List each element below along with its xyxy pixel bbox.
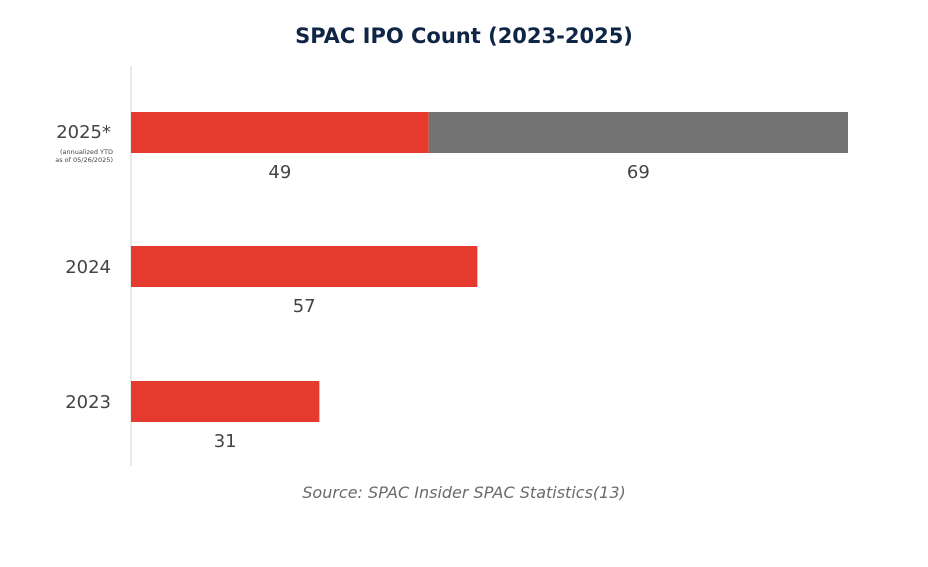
y-tick-label: 2024 <box>65 257 111 278</box>
data-label: 57 <box>293 296 316 317</box>
bar-primary <box>131 246 478 287</box>
data-label: 31 <box>214 431 237 452</box>
bar-primary <box>131 381 320 422</box>
bar-secondary <box>428 112 848 153</box>
bars-layer <box>131 112 848 422</box>
bar-primary <box>131 112 429 153</box>
source-note: Source: SPAC Insider SPAC Statistics(13) <box>302 483 626 502</box>
y-tick-label: 2025* <box>56 122 111 143</box>
data-label: 69 <box>627 162 650 183</box>
y-tick-note: (annualized YTD <box>60 148 113 156</box>
y-tick-label: 2023 <box>65 392 111 413</box>
chart-title: SPAC IPO Count (2023-2025) <box>295 24 633 48</box>
data-label: 49 <box>268 162 291 183</box>
y-tick-note: as of 05/26/2025) <box>55 156 113 164</box>
